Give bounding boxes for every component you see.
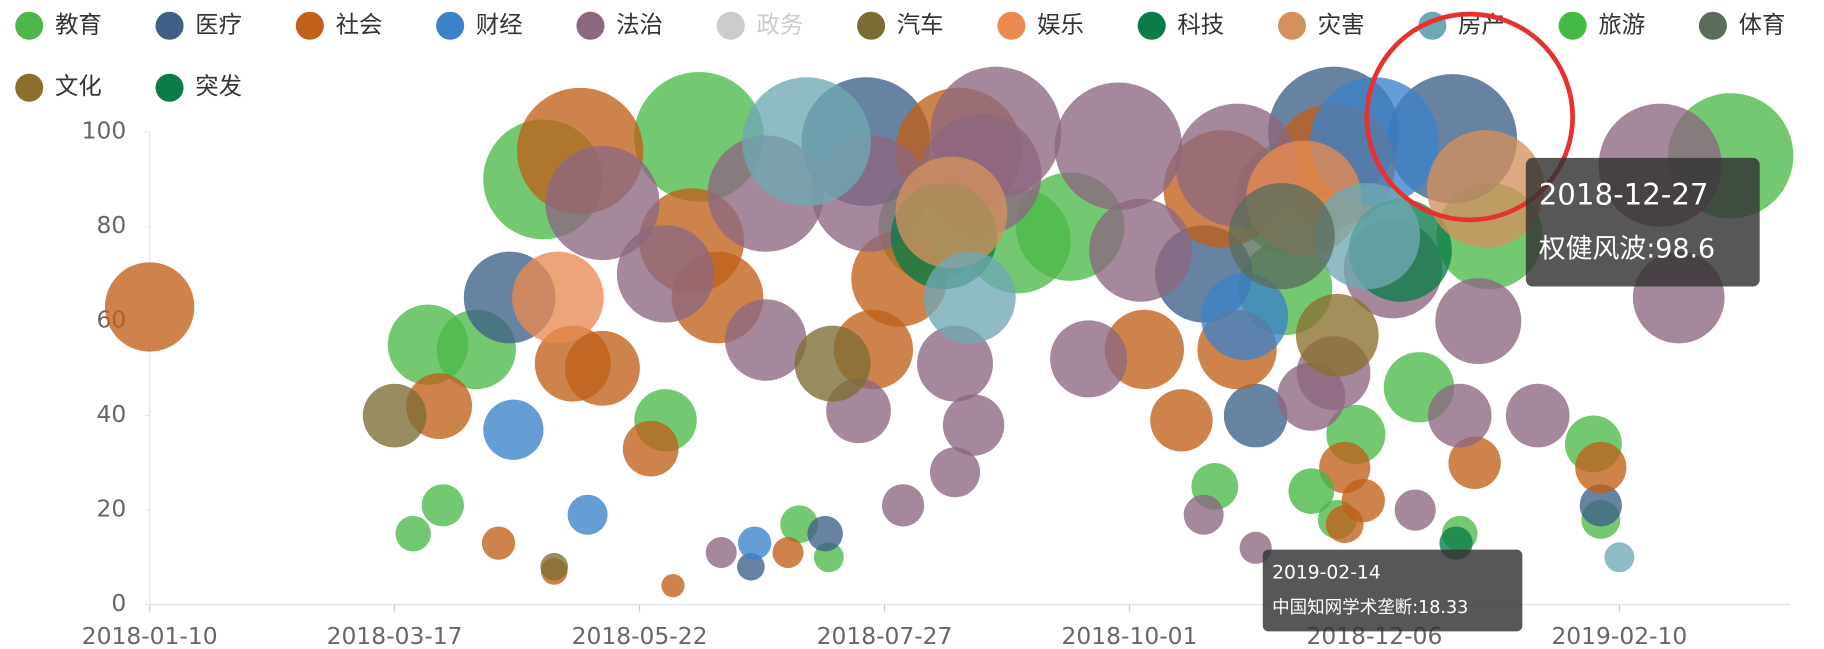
bubble bbox=[104, 262, 195, 352]
x-tick-label: 2018-05-22 bbox=[572, 622, 708, 649]
bubble bbox=[929, 447, 981, 498]
legend-label: 体育 bbox=[1739, 10, 1786, 38]
y-tick-label: 0 bbox=[111, 589, 126, 617]
bubble bbox=[616, 225, 715, 323]
bubble bbox=[1228, 182, 1335, 290]
legend-swatch bbox=[15, 11, 44, 40]
bubble bbox=[737, 526, 772, 560]
bubble bbox=[567, 494, 608, 535]
bubble bbox=[1313, 182, 1421, 290]
bubble bbox=[881, 484, 925, 527]
legend-label: 旅游 bbox=[1598, 10, 1645, 38]
bubble bbox=[772, 537, 804, 569]
bubble bbox=[545, 145, 660, 261]
legend-label: 财经 bbox=[476, 10, 523, 38]
bubble bbox=[1341, 478, 1385, 523]
bubble bbox=[1394, 489, 1436, 531]
bubble bbox=[1435, 278, 1522, 365]
legend-swatch bbox=[1277, 11, 1307, 40]
legend-swatch bbox=[155, 73, 184, 102]
legend-label: 灾害 bbox=[1318, 10, 1365, 38]
legend-label: 社会 bbox=[336, 10, 383, 38]
legend-swatch bbox=[997, 11, 1026, 40]
y-tick-label: 80 bbox=[97, 211, 127, 239]
bubble bbox=[1288, 468, 1335, 514]
bubble bbox=[483, 399, 544, 460]
legend-label: 医疗 bbox=[195, 10, 242, 38]
legend-swatch bbox=[716, 11, 745, 40]
legend-swatch bbox=[15, 73, 44, 102]
bubble bbox=[924, 251, 1016, 344]
bubble bbox=[807, 515, 843, 552]
bubble bbox=[421, 484, 465, 527]
tooltip bbox=[1525, 157, 1760, 287]
bubble bbox=[1054, 82, 1183, 211]
bubble bbox=[917, 325, 994, 402]
legend-swatch bbox=[155, 11, 184, 40]
x-tick-label: 2018-10-01 bbox=[1062, 622, 1198, 649]
bubble bbox=[512, 251, 604, 344]
legend-label: 文化 bbox=[55, 72, 102, 100]
tooltip-text: 中国知网学术垄断:18.33 bbox=[1272, 598, 1468, 618]
bubble bbox=[481, 526, 516, 560]
x-tick-label: 2019-02-10 bbox=[1551, 622, 1687, 649]
bubble bbox=[1089, 198, 1193, 302]
bubble bbox=[1604, 542, 1635, 573]
y-tick-label: 100 bbox=[82, 117, 127, 145]
bubble bbox=[622, 420, 679, 477]
legend-label: 教育 bbox=[55, 10, 102, 38]
y-tick-label: 40 bbox=[97, 400, 127, 428]
tooltip bbox=[1262, 549, 1523, 632]
legend-label: 突发 bbox=[195, 72, 242, 100]
bubble bbox=[1575, 441, 1627, 494]
bubble bbox=[1448, 436, 1501, 490]
bubble bbox=[1427, 383, 1492, 448]
legend-swatch bbox=[436, 11, 465, 40]
bubble bbox=[794, 325, 871, 402]
x-tick-label: 2018-07-27 bbox=[817, 622, 953, 649]
bubble bbox=[895, 156, 1008, 269]
y-tick-label: 20 bbox=[97, 495, 127, 523]
bubble bbox=[705, 537, 737, 569]
legend-swatch bbox=[1698, 11, 1727, 40]
bubble bbox=[1223, 383, 1288, 448]
tooltip-date: 2019-02-14 bbox=[1272, 562, 1381, 583]
tooltip-text: 权健风波:98.6 bbox=[1539, 234, 1715, 265]
legend-swatch bbox=[576, 11, 605, 40]
bubble bbox=[395, 515, 431, 552]
legend-swatch bbox=[857, 11, 886, 40]
plot bbox=[104, 66, 1794, 598]
bubble bbox=[737, 552, 765, 581]
bubble bbox=[742, 77, 871, 206]
bubble bbox=[540, 552, 569, 581]
legend-label: 汽车 bbox=[897, 10, 944, 38]
bubble bbox=[661, 574, 685, 598]
bubble bbox=[362, 383, 427, 448]
bubble bbox=[1505, 383, 1570, 448]
legend-swatch bbox=[1558, 11, 1587, 40]
legend-swatch bbox=[295, 11, 324, 40]
legend-swatch bbox=[1137, 11, 1166, 40]
bubble bbox=[724, 299, 807, 381]
bubble bbox=[1295, 293, 1379, 377]
bubble bbox=[565, 330, 640, 406]
bubble bbox=[1183, 494, 1224, 535]
x-tick-label: 2018-01-10 bbox=[82, 622, 218, 649]
bubble bbox=[942, 394, 1005, 456]
bubble bbox=[1579, 484, 1622, 527]
bubble bbox=[1050, 320, 1128, 398]
x-tick-label: 2018-03-17 bbox=[327, 622, 463, 649]
tooltip-date: 2018-12-27 bbox=[1539, 177, 1709, 211]
legend-label: 法治 bbox=[616, 10, 663, 38]
legend-label: 科技 bbox=[1177, 10, 1224, 38]
bubble bbox=[1200, 272, 1289, 360]
legend-label: 娱乐 bbox=[1037, 10, 1084, 38]
highlight-circle bbox=[1364, 11, 1575, 223]
bubble bbox=[1150, 389, 1213, 452]
legend-label: 政务 bbox=[756, 10, 803, 38]
